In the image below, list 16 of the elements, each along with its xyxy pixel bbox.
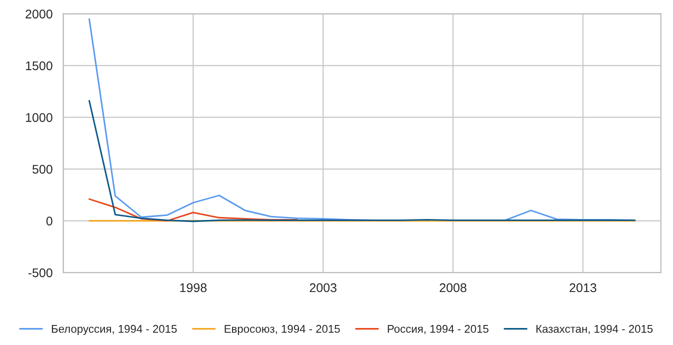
y-tick-label: 500 [32, 164, 52, 174]
x-tick-label: 2008 [440, 283, 466, 292]
legend-label: Белоруссия, 1994 - 2015 [52, 324, 177, 335]
y-tick-label: 0 [46, 216, 52, 226]
legend-label: Россия, 1994 - 2015 [388, 324, 488, 334]
y-tick-label: -500 [28, 268, 52, 278]
y-tick-label: 2000 [26, 10, 52, 18]
line-series [88, 100, 636, 222]
legend-label: Евросоюз, 1994 - 2015 [224, 324, 340, 335]
line-series [88, 198, 298, 222]
x-tick-label: 1998 [180, 283, 207, 292]
x-tick-label: 2003 [310, 283, 336, 292]
legend-label: Казахстан, 1994 - 2015 [536, 324, 653, 334]
y-tick-label: 1000 [26, 113, 52, 122]
x-tick-label: 2013 [570, 283, 596, 292]
y-tick-label: 1500 [26, 61, 52, 70]
